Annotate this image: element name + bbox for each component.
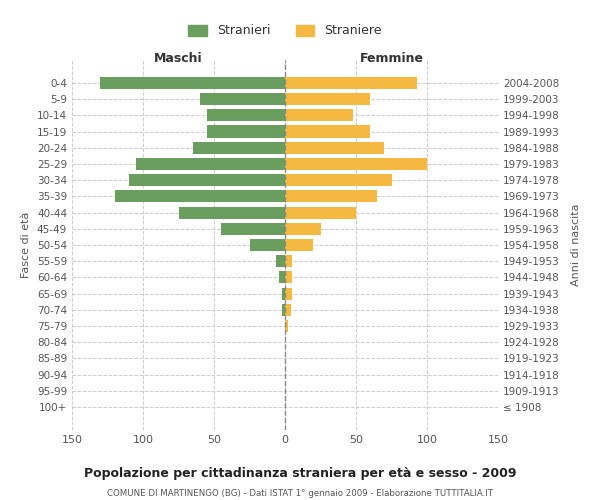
Text: Maschi: Maschi bbox=[154, 52, 203, 65]
Bar bbox=[285, 304, 290, 316]
Legend: Stranieri, Straniere: Stranieri, Straniere bbox=[182, 18, 388, 44]
Bar bbox=[285, 206, 356, 218]
Bar bbox=[115, 190, 285, 202]
Bar bbox=[285, 158, 427, 170]
Bar bbox=[250, 239, 285, 251]
Bar bbox=[285, 93, 370, 105]
Bar bbox=[129, 174, 285, 186]
Y-axis label: Fasce di età: Fasce di età bbox=[22, 212, 31, 278]
Bar bbox=[285, 239, 313, 251]
Bar bbox=[100, 77, 285, 89]
Bar bbox=[136, 158, 285, 170]
Bar bbox=[200, 93, 285, 105]
Bar bbox=[221, 222, 285, 235]
Y-axis label: Anni di nascita: Anni di nascita bbox=[571, 204, 581, 286]
Bar bbox=[285, 126, 370, 138]
Bar bbox=[179, 206, 285, 218]
Bar bbox=[277, 255, 285, 268]
Bar bbox=[280, 272, 285, 283]
Bar bbox=[285, 272, 292, 283]
Bar bbox=[285, 320, 288, 332]
Bar bbox=[285, 190, 377, 202]
Text: Femmine: Femmine bbox=[359, 52, 424, 65]
Bar bbox=[285, 109, 353, 122]
Bar bbox=[285, 174, 392, 186]
Bar bbox=[285, 288, 292, 300]
Bar bbox=[207, 109, 285, 122]
Bar bbox=[282, 304, 285, 316]
Bar bbox=[282, 288, 285, 300]
Text: COMUNE DI MARTINENGO (BG) - Dati ISTAT 1° gennaio 2009 - Elaborazione TUTTITALIA: COMUNE DI MARTINENGO (BG) - Dati ISTAT 1… bbox=[107, 489, 493, 498]
Bar bbox=[285, 77, 417, 89]
Text: Popolazione per cittadinanza straniera per età e sesso - 2009: Popolazione per cittadinanza straniera p… bbox=[84, 468, 516, 480]
Bar bbox=[285, 142, 385, 154]
Bar bbox=[207, 126, 285, 138]
Bar bbox=[193, 142, 285, 154]
Bar bbox=[285, 255, 292, 268]
Bar bbox=[285, 222, 320, 235]
